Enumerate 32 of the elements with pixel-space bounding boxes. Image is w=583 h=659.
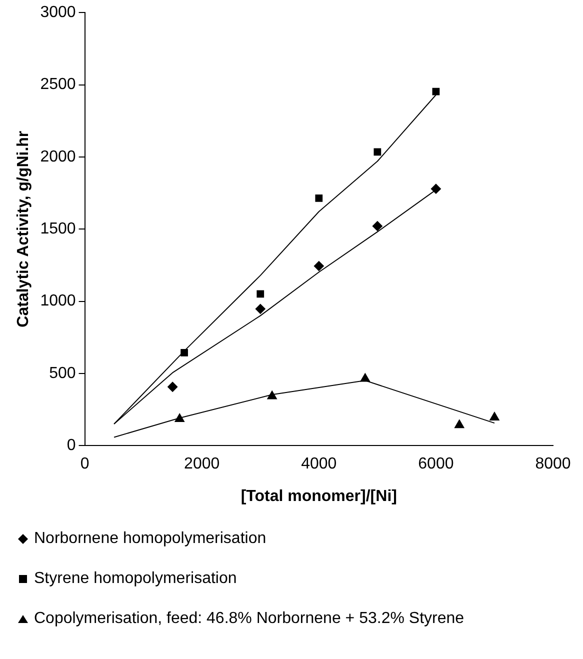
legend-label: Copolymerisation, feed: 46.8% Norbornene + 53.2% Styrene xyxy=(34,610,464,627)
y-tick-label: 500 xyxy=(49,364,76,382)
point xyxy=(374,148,382,156)
x-tick-label: 0 xyxy=(80,456,90,473)
y-tick-label: 1500 xyxy=(40,220,76,238)
y-tick-label: 3000 xyxy=(40,4,76,22)
point xyxy=(256,290,264,298)
point xyxy=(372,221,382,232)
point xyxy=(314,261,324,272)
point xyxy=(490,412,500,420)
x-tick-label: 8000 xyxy=(535,456,571,473)
point xyxy=(180,348,188,356)
x-tick-label: 4000 xyxy=(301,456,337,473)
point xyxy=(430,184,441,194)
point xyxy=(315,194,323,202)
point xyxy=(454,420,464,428)
point xyxy=(432,88,440,96)
point xyxy=(255,304,266,314)
y-tick-label: 2500 xyxy=(40,76,76,94)
y-tick-label: 1000 xyxy=(40,292,76,310)
point xyxy=(168,382,178,392)
point xyxy=(174,414,184,422)
x-tick-label: 6000 xyxy=(418,456,454,473)
point xyxy=(267,390,277,400)
x-tick-label: 2000 xyxy=(184,456,220,473)
y-tick-label: 0 xyxy=(66,437,76,454)
legend-label: Norbornene homopolymerisation xyxy=(34,530,266,547)
x-axis-title: [Total monomer]/[Ni] xyxy=(240,488,397,505)
y-axis-title: Catalytic Activity, g/gNi.hr xyxy=(15,130,32,328)
legend-label: Styrene homopolymerisation xyxy=(34,570,237,587)
y-tick-label: 2000 xyxy=(40,148,76,166)
point xyxy=(360,373,370,382)
